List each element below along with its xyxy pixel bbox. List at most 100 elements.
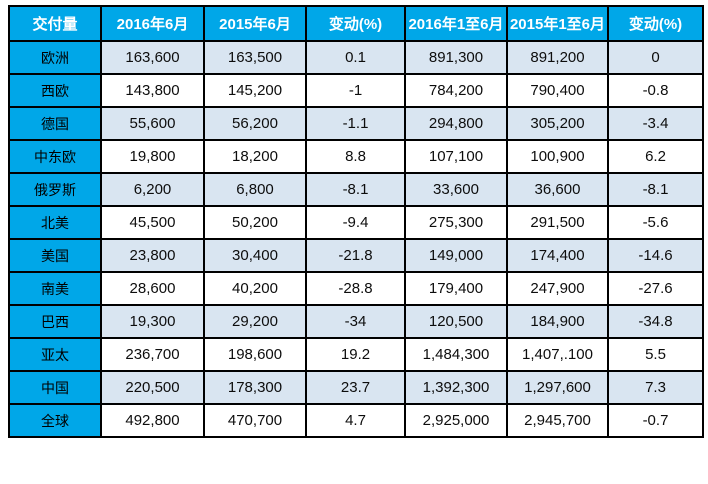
region-label-cell: 美国: [8, 238, 102, 273]
value-cell: -34.8: [607, 304, 704, 339]
value-cell: 184,900: [506, 304, 609, 339]
value-cell: 6.2: [607, 139, 704, 174]
column-header: 2015年1至6月: [506, 5, 609, 42]
table-row: 中国 220,500 178,300 23.7 1,392,300 1,297,600 7.…: [8, 370, 704, 405]
value-cell: -1: [305, 73, 406, 108]
value-cell: 492,800: [100, 403, 205, 438]
region-label-cell: 俄罗斯: [8, 172, 102, 207]
table-header-row: 交付量 2016年6月 2015年6月 变动(%) 2016年1至6月 2015年1至6月…: [8, 5, 704, 42]
value-cell: 275,300: [404, 205, 508, 240]
value-cell: 5.5: [607, 337, 704, 372]
value-cell: 7.3: [607, 370, 704, 405]
value-cell: 55,600: [100, 106, 205, 141]
value-cell: 19,300: [100, 304, 205, 339]
value-cell: -0.8: [607, 73, 704, 108]
value-cell: 891,300: [404, 40, 508, 75]
value-cell: 2,925,000: [404, 403, 508, 438]
value-cell: 2,945,700: [506, 403, 609, 438]
table-row: 俄罗斯 6,200 6,800 -8.1 33,600 36,600 -8.1: [8, 172, 704, 207]
value-cell: -8.1: [607, 172, 704, 207]
value-cell: 236,700: [100, 337, 205, 372]
value-cell: 29,200: [203, 304, 307, 339]
value-cell: -5.6: [607, 205, 704, 240]
value-cell: 174,400: [506, 238, 609, 273]
value-cell: 107,100: [404, 139, 508, 174]
column-header: 2016年6月: [100, 5, 205, 42]
value-cell: -1.1: [305, 106, 406, 141]
value-cell: 470,700: [203, 403, 307, 438]
value-cell: 100,900: [506, 139, 609, 174]
value-cell: 247,900: [506, 271, 609, 306]
value-cell: 305,200: [506, 106, 609, 141]
region-label-cell: 全球: [8, 403, 102, 438]
region-label-cell: 亚太: [8, 337, 102, 372]
value-cell: 790,400: [506, 73, 609, 108]
value-cell: 120,500: [404, 304, 508, 339]
region-label-cell: 中东欧: [8, 139, 102, 174]
value-cell: -8.1: [305, 172, 406, 207]
table-row: 南美 28,600 40,200 -28.8 179,400 247,900 -27.6: [8, 271, 704, 306]
column-header: 2015年6月: [203, 5, 307, 42]
value-cell: 891,200: [506, 40, 609, 75]
region-label-cell: 巴西: [8, 304, 102, 339]
value-cell: -3.4: [607, 106, 704, 141]
value-cell: 163,600: [100, 40, 205, 75]
table-row: 巴西 19,300 29,200 -34 120,500 184,900 -34.8: [8, 304, 704, 339]
value-cell: -9.4: [305, 205, 406, 240]
table-row: 欧洲 163,600 163,500 0.1 891,300 891,200 0: [8, 40, 704, 75]
value-cell: 19.2: [305, 337, 406, 372]
value-cell: 149,000: [404, 238, 508, 273]
value-cell: -34: [305, 304, 406, 339]
value-cell: 1,392,300: [404, 370, 508, 405]
column-header: 2016年1至6月: [404, 5, 508, 42]
value-cell: 50,200: [203, 205, 307, 240]
table-row: 西欧 143,800 145,200 -1 784,200 790,400 -0.8: [8, 73, 704, 108]
value-cell: 56,200: [203, 106, 307, 141]
region-label-cell: 西欧: [8, 73, 102, 108]
value-cell: 143,800: [100, 73, 205, 108]
value-cell: 36,600: [506, 172, 609, 207]
value-cell: 33,600: [404, 172, 508, 207]
value-cell: -0.7: [607, 403, 704, 438]
column-header: 变动(%): [305, 5, 406, 42]
value-cell: 30,400: [203, 238, 307, 273]
value-cell: 45,500: [100, 205, 205, 240]
value-cell: 163,500: [203, 40, 307, 75]
value-cell: 145,200: [203, 73, 307, 108]
table-row: 北美 45,500 50,200 -9.4 275,300 291,500 -5.6: [8, 205, 704, 240]
table-row: 德国 55,600 56,200 -1.1 294,800 305,200 -3.4: [8, 106, 704, 141]
value-cell: 28,600: [100, 271, 205, 306]
value-cell: 1,484,300: [404, 337, 508, 372]
delivery-table: 交付量 2016年6月 2015年6月 变动(%) 2016年1至6月 2015年1至6月…: [8, 5, 704, 438]
table-body: 欧洲 163,600 163,500 0.1 891,300 891,200 0 西欧 143,…: [8, 40, 704, 438]
value-cell: 294,800: [404, 106, 508, 141]
value-cell: -21.8: [305, 238, 406, 273]
region-label-cell: 北美: [8, 205, 102, 240]
value-cell: -28.8: [305, 271, 406, 306]
value-cell: 0: [607, 40, 704, 75]
value-cell: 6,200: [100, 172, 205, 207]
table-row: 全球 492,800 470,700 4.7 2,925,000 2,945,700 -0.…: [8, 403, 704, 438]
value-cell: 6,800: [203, 172, 307, 207]
value-cell: 198,600: [203, 337, 307, 372]
value-cell: 23.7: [305, 370, 406, 405]
value-cell: 40,200: [203, 271, 307, 306]
column-header: 变动(%): [607, 5, 704, 42]
region-label-cell: 德国: [8, 106, 102, 141]
value-cell: 0.1: [305, 40, 406, 75]
value-cell: 1,407,.100: [506, 337, 609, 372]
value-cell: 4.7: [305, 403, 406, 438]
region-label-cell: 南美: [8, 271, 102, 306]
value-cell: 19,800: [100, 139, 205, 174]
value-cell: 23,800: [100, 238, 205, 273]
value-cell: 179,400: [404, 271, 508, 306]
value-cell: 220,500: [100, 370, 205, 405]
value-cell: 784,200: [404, 73, 508, 108]
region-label-cell: 中国: [8, 370, 102, 405]
column-header: 交付量: [8, 5, 102, 42]
table-row: 中东欧 19,800 18,200 8.8 107,100 100,900 6.2: [8, 139, 704, 174]
value-cell: -27.6: [607, 271, 704, 306]
value-cell: 178,300: [203, 370, 307, 405]
value-cell: 8.8: [305, 139, 406, 174]
